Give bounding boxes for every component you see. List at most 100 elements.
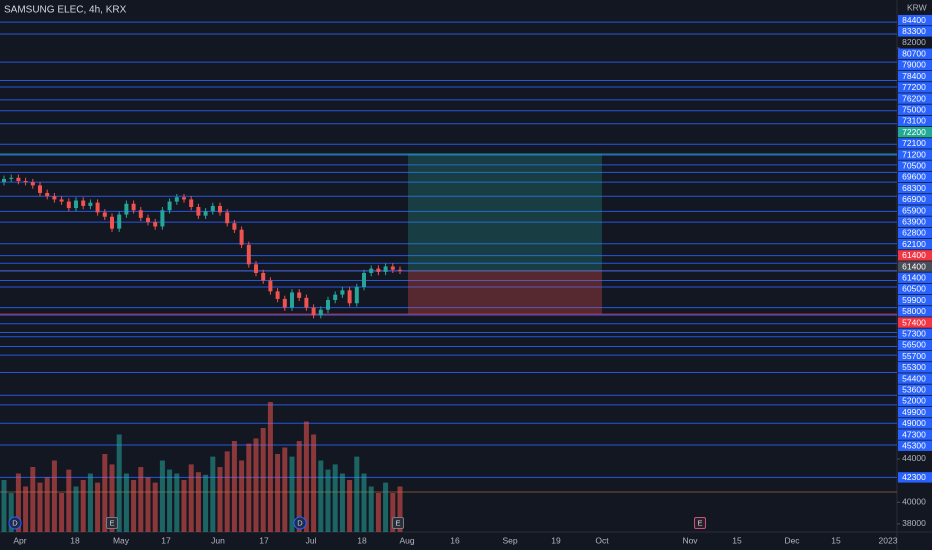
dividend-marker [293,516,307,530]
price-label: 71200 [902,149,926,159]
currency-label: KRW [907,2,927,12]
price-label: 57300 [902,329,926,339]
price-label: 73100 [902,116,926,126]
price-label: 79000 [902,60,926,70]
volume-bar [167,469,173,532]
candle-body [88,202,93,206]
candle-body [311,307,316,316]
symbol-legend[interactable]: SAMSUNG ELEC, 4h, KRX [4,5,127,16]
time-label: Apr [13,535,26,545]
volume-bar [145,477,151,532]
price-label-box [898,82,932,93]
event-label: E [395,518,400,527]
volume-bar [15,473,21,532]
volume-bar [282,447,288,532]
price-label: 75000 [902,105,926,115]
volume-bar [159,460,165,532]
price-label-box [898,126,932,138]
price-label: 78400 [902,71,926,81]
candle-body [275,291,280,299]
event-label: E [697,518,702,527]
price-label: 42300 [902,472,926,482]
candle-body [290,292,294,308]
volume-bar [296,441,302,532]
candle-body [66,201,71,209]
price-label-box [898,216,932,227]
price-label: 63900 [902,217,926,227]
price-label-box [898,160,932,171]
price-label: 49000 [902,418,926,428]
price-label: 68300 [902,183,926,193]
price-label: 77200 [902,82,926,92]
price-label-box [898,317,932,328]
candle-body [81,200,86,206]
price-label-box [898,294,932,306]
candle-body [225,212,230,224]
earnings-marker [694,517,706,529]
time-label: 18 [70,535,80,545]
volume-bar [138,467,144,532]
time-label: 19 [551,535,561,545]
volume-bar [375,493,381,532]
time-label: Aug [399,535,414,545]
price-label-box [898,115,932,127]
candle-body [23,181,28,183]
price-label: 66900 [902,194,926,204]
price-label: 62100 [902,239,926,249]
candle-body [138,210,143,218]
price-label-box [898,227,932,239]
candle-body [153,222,158,227]
volume-bar [210,456,216,532]
candle-body [102,212,107,217]
dividend-marker [8,516,22,530]
volume-bar [66,469,72,532]
price-label: 61400 [902,250,926,260]
time-label: 2023 [879,535,898,545]
volume-bar [1,480,7,532]
price-label-box [898,283,932,295]
price-label: 60500 [902,284,926,294]
candle-body [318,309,323,316]
candle-body [333,294,338,301]
price-label-box [898,395,932,407]
price-label-box [898,429,932,440]
price-label-box [898,272,932,283]
price-label-box [898,306,932,317]
candle-body [210,205,215,212]
price-tick-label: 38000 [902,518,926,528]
candle-body [297,292,302,298]
volume-bar [267,402,273,532]
volume-bar [51,460,57,532]
time-label: May [113,535,130,545]
price-label-box [898,350,932,362]
candle-body [203,211,208,216]
volume-bar [181,480,187,532]
price-label-box [898,339,932,351]
price-label-box [898,59,932,71]
candle-body [282,298,287,308]
volume-bar [102,454,108,532]
candle-body [95,202,100,213]
price-tick-label: 44000 [902,453,926,463]
price-label-box [898,14,932,26]
volume-bar [289,456,295,532]
price-label-box [898,171,932,183]
price-label-box [898,440,932,451]
volume-bar [80,480,86,532]
time-label: Dec [784,535,800,545]
volume-bar [116,434,122,532]
volume-bar [59,493,65,532]
candle-body [254,264,258,273]
volume-bar [188,464,194,532]
price-label: 59900 [902,295,926,305]
time-label: Oct [595,535,609,545]
volume-bar [152,482,158,532]
candle-body [376,268,381,272]
price-label: 61400 [902,273,926,283]
candle-body [218,205,222,213]
time-label: Jun [211,535,225,545]
price-label-box [898,93,932,104]
earnings-marker [392,517,404,529]
event-label: D [12,518,18,527]
price-label-box [898,205,932,216]
